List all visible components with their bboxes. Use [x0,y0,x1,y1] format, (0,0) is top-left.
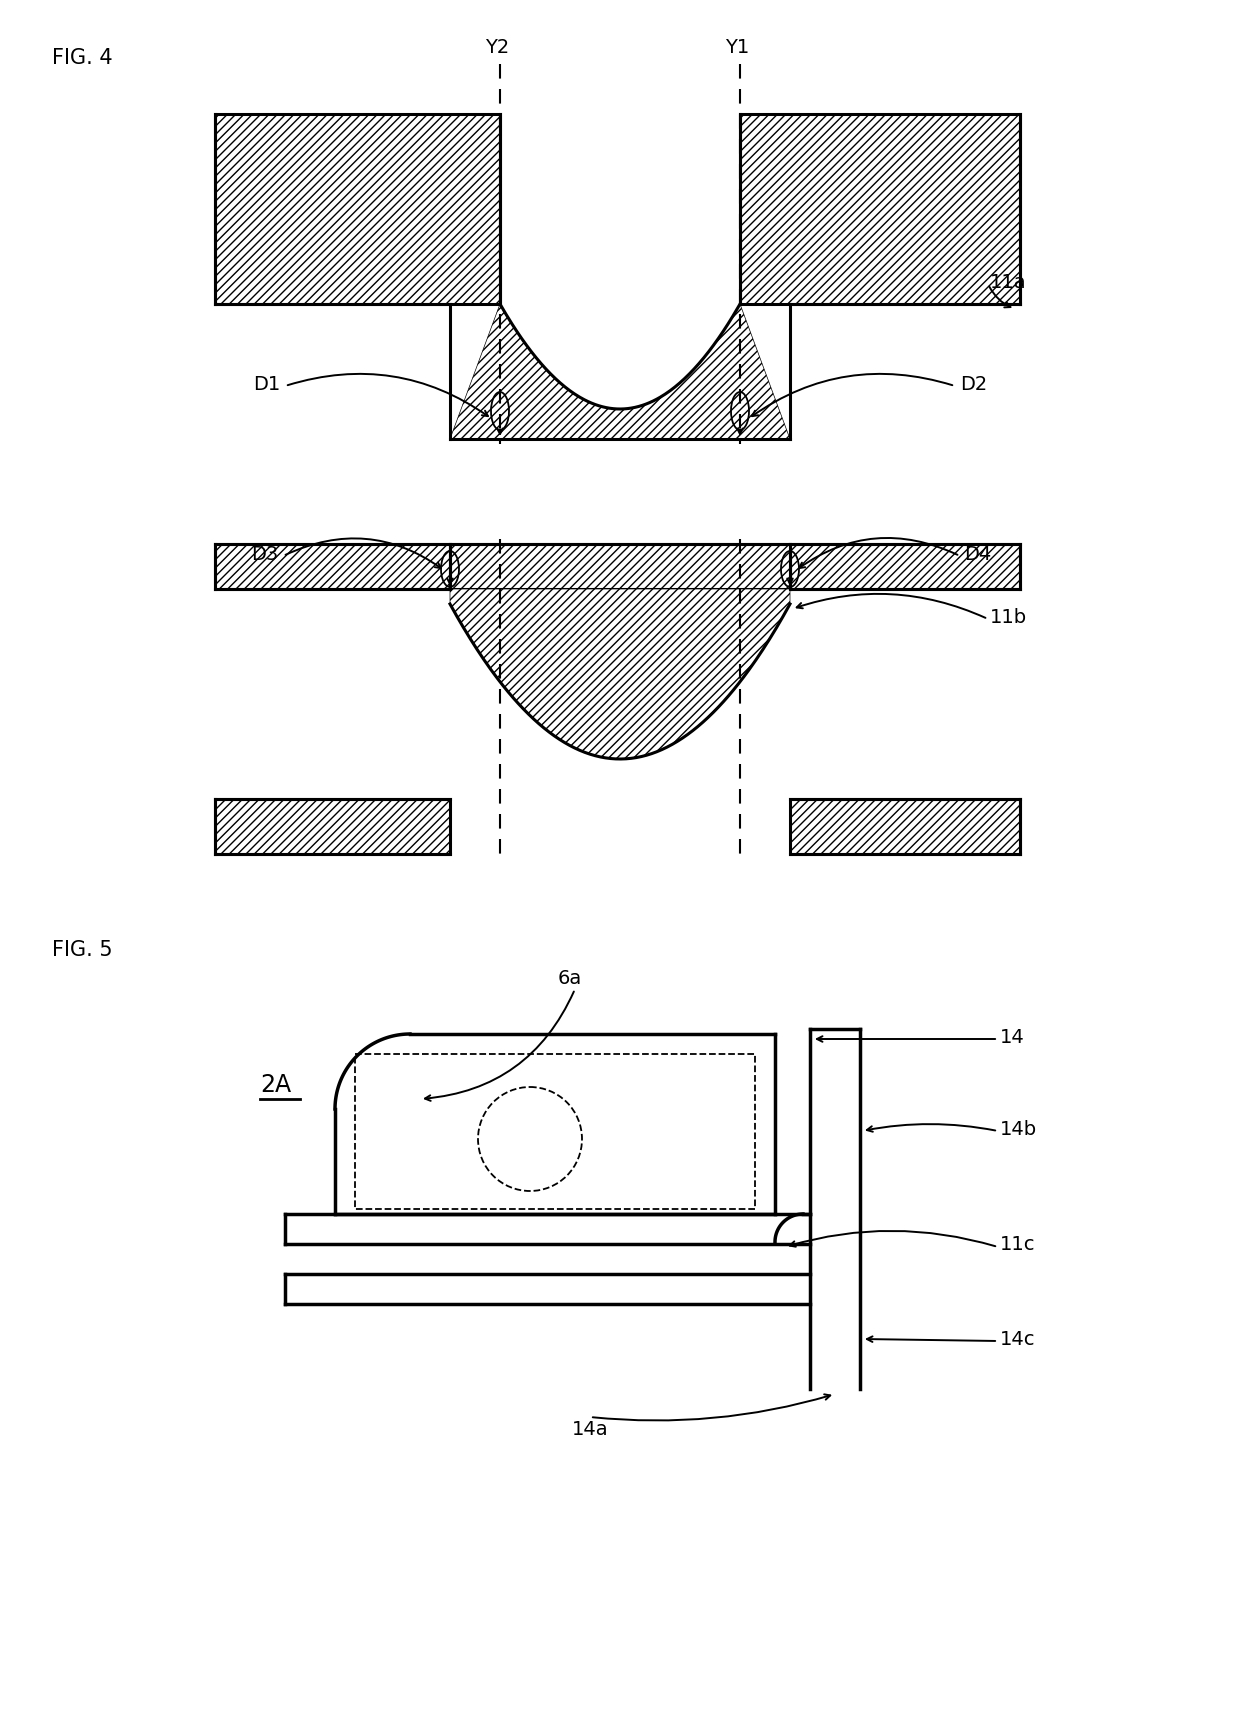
Text: Y1: Y1 [725,38,749,57]
Polygon shape [215,545,450,590]
Text: D1: D1 [253,375,280,394]
Text: 14: 14 [999,1028,1024,1047]
Text: D2: D2 [960,375,987,394]
Text: FIG. 4: FIG. 4 [52,48,113,69]
Text: 11a: 11a [990,273,1027,293]
Polygon shape [790,545,1021,590]
Polygon shape [450,305,790,440]
Text: 11b: 11b [990,608,1027,627]
Text: 6a: 6a [558,968,582,987]
Text: 14c: 14c [999,1330,1035,1349]
Text: FIG. 5: FIG. 5 [52,939,113,960]
Polygon shape [215,115,500,305]
Polygon shape [740,115,1021,305]
Text: 2A: 2A [260,1073,291,1097]
Polygon shape [215,799,450,855]
Polygon shape [450,590,790,759]
Polygon shape [790,799,1021,855]
Polygon shape [450,545,790,590]
Text: 14b: 14b [999,1119,1037,1138]
Text: D4: D4 [963,545,991,564]
Text: 11c: 11c [999,1234,1035,1253]
Text: 14a: 14a [572,1419,609,1438]
Text: Y2: Y2 [485,38,510,57]
Text: D3: D3 [250,545,278,564]
